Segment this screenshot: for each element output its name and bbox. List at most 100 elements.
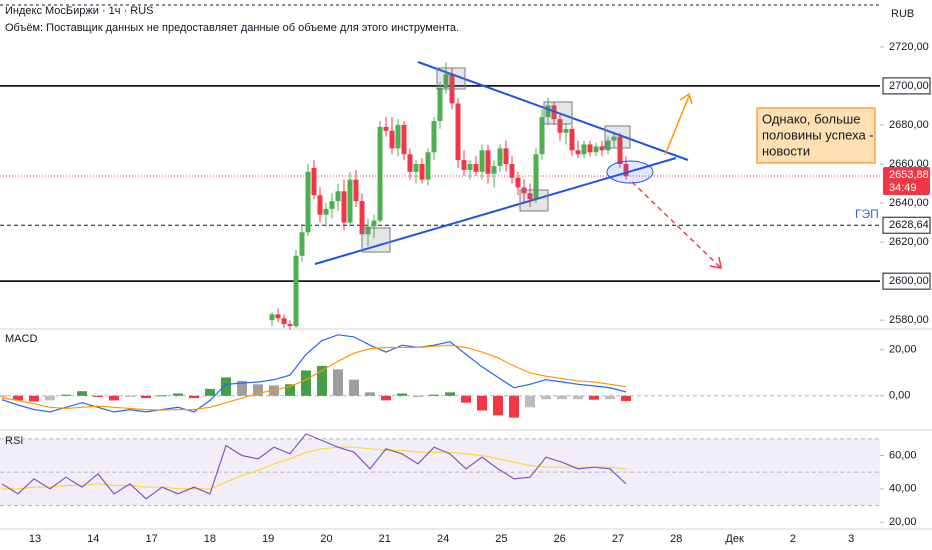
candle-body — [443, 74, 449, 88]
histogram-bar — [525, 395, 535, 408]
candle-body — [479, 150, 485, 172]
histogram-bar — [205, 388, 215, 396]
x-tick-label: 18 — [204, 533, 216, 545]
marks: 2700,002628,642600,002720,002680,002660,… — [0, 41, 931, 545]
histogram-bar — [253, 384, 263, 396]
level-label: 2700,00 — [889, 80, 929, 92]
histogram-bar — [125, 395, 135, 397]
candle-body — [587, 144, 593, 153]
candle-body — [353, 179, 359, 202]
candle-body — [593, 146, 599, 153]
level-label-box — [882, 216, 931, 234]
candle-body — [305, 171, 311, 233]
histogram-bar — [429, 394, 439, 396]
histogram-bar — [333, 369, 343, 396]
candle-body — [287, 324, 293, 327]
candle-body — [485, 150, 491, 174]
rsi-title: RSI — [5, 435, 23, 447]
candle-body — [401, 124, 407, 155]
histogram-bar — [541, 395, 551, 400]
histogram-bar — [365, 392, 375, 396]
candle-body — [473, 164, 479, 172]
candle-body — [311, 167, 317, 196]
histogram-bar — [93, 395, 103, 397]
candle-body — [581, 144, 587, 155]
histogram-bar — [77, 391, 87, 396]
histogram-bar — [509, 395, 519, 418]
x-tick-label: 21 — [379, 533, 391, 545]
histogram-bar — [477, 395, 487, 411]
candle-body — [383, 126, 389, 131]
last-price-label: 2653,88 — [889, 169, 929, 181]
histogram-bar — [413, 395, 423, 397]
x-tick-label: 2 — [790, 533, 796, 545]
volume-note: Объём: Поставщик данных не предоставляет… — [5, 22, 459, 34]
x-tick-label: 13 — [29, 533, 41, 545]
candle-body — [575, 150, 581, 155]
x-tick-label: 14 — [87, 533, 99, 545]
y-tick-label: 2580,00 — [889, 314, 929, 326]
histogram-bar — [301, 370, 311, 396]
y-tick-label: 2680,00 — [889, 119, 929, 131]
candle-body — [467, 164, 473, 170]
candle-body — [419, 164, 425, 180]
highlight-box — [604, 125, 631, 149]
y-tick-label: 0,00 — [889, 390, 910, 402]
candle-body — [281, 318, 287, 325]
histogram-bar — [221, 377, 231, 396]
candle-body — [527, 193, 533, 200]
candle-body — [611, 136, 617, 141]
candle-body — [425, 152, 431, 180]
x-tick-label: 20 — [320, 533, 332, 545]
histogram-bar — [13, 395, 23, 401]
x-tick-label: 25 — [495, 533, 507, 545]
highlight-box — [361, 227, 391, 253]
histogram-bar — [317, 365, 327, 396]
macd-line — [1, 334, 627, 413]
candle-body — [329, 201, 335, 209]
candle-body — [347, 179, 353, 223]
level-label-box — [882, 77, 931, 95]
upper-trend-line — [417, 61, 689, 161]
histogram-bar — [349, 379, 359, 396]
histogram-bar — [445, 392, 455, 396]
up-arrow — [664, 95, 690, 156]
candle-body — [509, 164, 515, 178]
histogram-bar — [557, 395, 567, 400]
candle-body — [293, 255, 299, 327]
y-tick-label: 2640,00 — [889, 197, 929, 209]
annotation-box — [756, 107, 876, 164]
highlight-box — [519, 189, 549, 212]
candle-body — [377, 126, 383, 221]
histogram-bar — [157, 395, 167, 397]
highlight-box — [436, 67, 466, 90]
drawings: Однако, больше половины успеха - новости… — [314, 61, 879, 269]
histogram-bar — [61, 394, 71, 396]
x-tick-label: Дек — [725, 533, 744, 545]
annotation-text: половины успеха - — [762, 127, 874, 142]
candle-body — [371, 220, 377, 227]
highlight-box — [543, 101, 573, 125]
candle-body — [335, 191, 341, 202]
candle-body — [341, 191, 347, 223]
candle-body — [569, 128, 575, 151]
macd-title: MACD — [5, 333, 37, 345]
histogram-bar — [0, 395, 7, 398]
rsi-band — [0, 438, 880, 506]
candle-body — [539, 117, 545, 155]
y-tick-label: 20,00 — [889, 344, 917, 356]
histogram-bar — [285, 384, 295, 396]
candle-body — [617, 136, 623, 164]
x-tick-label: 24 — [437, 533, 449, 545]
annotation-text: Однако, больше — [762, 111, 861, 126]
histogram-bar — [45, 395, 55, 401]
histogram-bar — [493, 395, 503, 416]
candle-body — [599, 146, 605, 151]
candle-body — [269, 314, 275, 321]
rsi-line — [1, 433, 627, 500]
x-tick-label: 3 — [848, 533, 854, 545]
histogram-bar — [397, 393, 407, 396]
x-tick-label: 26 — [554, 533, 566, 545]
macd-line — [1, 344, 627, 411]
